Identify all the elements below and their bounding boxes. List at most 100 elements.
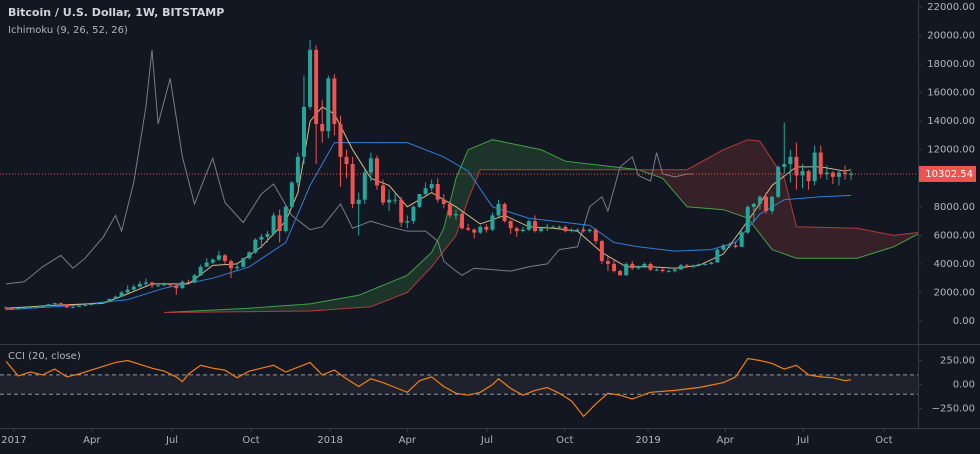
y-tick-label: 8000.00 bbox=[934, 202, 975, 213]
candle-body bbox=[429, 183, 434, 189]
candle-body bbox=[435, 183, 440, 200]
candle-body bbox=[630, 263, 635, 269]
candle-body bbox=[119, 292, 124, 297]
candle-body bbox=[849, 173, 854, 175]
x-tick-label: Apr bbox=[83, 435, 101, 446]
candle-body bbox=[496, 203, 501, 216]
x-tick-label: Oct bbox=[875, 435, 892, 446]
candle-body bbox=[599, 241, 604, 262]
candle-body bbox=[447, 203, 452, 216]
candle-body bbox=[198, 266, 203, 276]
candle-body bbox=[204, 262, 209, 267]
candle-body bbox=[222, 255, 227, 262]
candle-body bbox=[241, 258, 246, 267]
candle-body bbox=[836, 172, 841, 177]
y-tick-label: 0.00 bbox=[953, 380, 975, 391]
candle-body bbox=[691, 265, 696, 267]
candle-body bbox=[812, 152, 817, 182]
x-tick-label: 2018 bbox=[317, 435, 342, 446]
x-tick-label: Apr bbox=[717, 435, 735, 446]
x-tick-label: Apr bbox=[399, 435, 417, 446]
x-tick-label: Jul bbox=[165, 435, 178, 446]
candle-body bbox=[125, 289, 130, 293]
x-tick-label: 2019 bbox=[635, 435, 660, 446]
candle-body bbox=[411, 206, 416, 222]
cci-title: CCI (20, close) bbox=[8, 351, 81, 362]
indicator-line bbox=[164, 139, 919, 313]
candle-body bbox=[320, 124, 325, 132]
candle-body bbox=[113, 296, 118, 299]
candle-body bbox=[387, 199, 392, 203]
candle-body bbox=[806, 171, 811, 182]
candle-body bbox=[4, 307, 9, 309]
indicator-line bbox=[6, 49, 694, 285]
band-fill bbox=[0, 374, 918, 395]
candle-body bbox=[107, 298, 112, 303]
candle-body bbox=[703, 263, 708, 265]
candle-body bbox=[770, 196, 775, 212]
candle-body bbox=[824, 172, 829, 174]
candle-body bbox=[757, 196, 762, 204]
candle-body bbox=[563, 226, 568, 232]
y-tick-label: 2000.00 bbox=[934, 287, 975, 298]
last-price-label: 10302.54 bbox=[925, 169, 973, 180]
candle-body bbox=[350, 164, 355, 204]
cloud-bearish bbox=[164, 139, 919, 313]
y-tick-label: 20000.00 bbox=[927, 31, 975, 42]
candle-body bbox=[229, 261, 234, 269]
y-tick-label: 16000.00 bbox=[927, 88, 975, 99]
y-tick-label: 0.00 bbox=[953, 316, 975, 327]
candle-body bbox=[551, 226, 556, 228]
candle-body bbox=[830, 172, 835, 177]
candle-body bbox=[344, 156, 349, 165]
indicator-title: Ichimoku (9, 26, 52, 26) bbox=[8, 25, 128, 36]
candle-body bbox=[10, 308, 15, 310]
candle-body bbox=[216, 255, 221, 260]
candle-body bbox=[782, 164, 787, 167]
candle-body bbox=[636, 266, 641, 269]
candle-body bbox=[794, 156, 799, 176]
candle-body bbox=[40, 306, 45, 308]
candle-body bbox=[618, 271, 623, 276]
candle-body bbox=[514, 228, 519, 232]
candle-body bbox=[739, 232, 744, 247]
candle-body bbox=[210, 259, 215, 263]
x-tick-label: 2017 bbox=[1, 435, 26, 446]
candle-body bbox=[697, 263, 702, 266]
candle-body bbox=[545, 226, 550, 229]
candle-body bbox=[168, 283, 173, 286]
candle-body bbox=[508, 221, 513, 229]
y-tick-label: 14000.00 bbox=[927, 116, 975, 127]
candle-body bbox=[466, 228, 471, 230]
candle-body bbox=[843, 172, 848, 174]
candle-body bbox=[751, 203, 756, 207]
candle-body bbox=[28, 306, 33, 308]
x-tick-label: Oct bbox=[556, 435, 573, 446]
candle-body bbox=[605, 261, 610, 264]
last-price-tag bbox=[919, 165, 976, 182]
candle-body bbox=[715, 249, 720, 263]
y-tick-label: 250.00 bbox=[940, 355, 975, 366]
candle-body bbox=[526, 221, 531, 230]
candle-body bbox=[283, 206, 288, 232]
plot-layer: 0.002000.004000.006000.008000.0010000.00… bbox=[0, 2, 976, 446]
candle-body bbox=[149, 282, 154, 286]
candle-body bbox=[569, 229, 574, 232]
candle-body bbox=[70, 306, 75, 308]
candle-body bbox=[137, 283, 142, 287]
candle-body bbox=[247, 252, 252, 259]
candle-body bbox=[709, 262, 714, 264]
candle-body bbox=[460, 213, 465, 229]
candle-body bbox=[581, 229, 586, 232]
candle-body bbox=[575, 229, 580, 231]
candle-body bbox=[314, 49, 319, 125]
candle-body bbox=[95, 303, 100, 305]
candle-body bbox=[478, 226, 483, 233]
candle-body bbox=[362, 172, 367, 200]
y-tick-label: 4000.00 bbox=[934, 259, 975, 270]
candle-body bbox=[374, 158, 379, 186]
candle-body bbox=[265, 233, 270, 237]
candle-body bbox=[776, 166, 781, 197]
candle-body bbox=[417, 193, 422, 207]
